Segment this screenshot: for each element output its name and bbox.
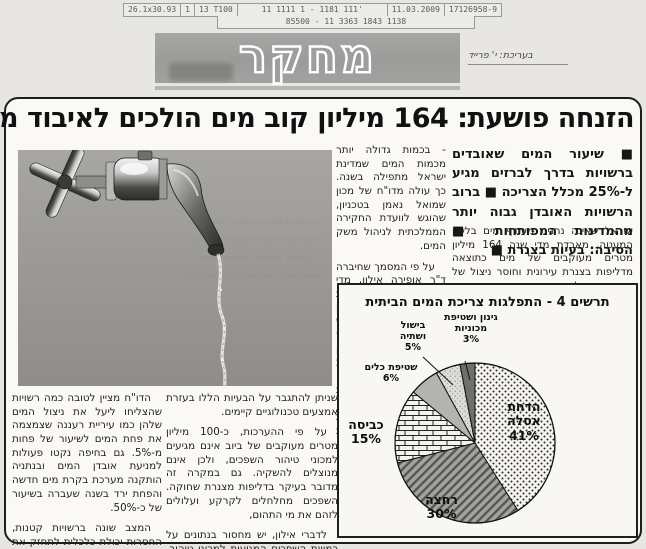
pie-label-dishes: שטיפת כלים 6%: [355, 362, 427, 385]
article-headline: הזנחה פושעת: 164 מיליון קוב מים הולכים ל…: [0, 103, 635, 134]
paragraph: על פי ההערכות, כ-100 מיליון מטרים מעוקבי…: [166, 426, 338, 521]
pie-label-bathing: רחצה 30%: [414, 492, 469, 522]
chart-box: תרשים 4 - התפלגות צריכת המים הביתית: [337, 283, 638, 538]
slice-pct: 5%: [404, 341, 422, 353]
slice-pct: 15%: [351, 431, 381, 447]
slice-pct: 6%: [382, 372, 400, 384]
paragraph: המצב שונה ברשויות קטנות, החסרות יכולת כל…: [12, 522, 162, 548]
pie-label-laundry: כביסה 15%: [342, 417, 390, 447]
fax-cell-code: 13 T100: [195, 3, 238, 17]
slice-name: רחצה: [425, 492, 458, 507]
leader-line-garden: [464, 360, 471, 381]
water-stream: [216, 253, 227, 386]
faucet-spout: [166, 163, 224, 254]
slice-pct: 41%: [509, 427, 539, 443]
article-intro-bullets: ■ שיעור המים שאובדים ברשויות בדרך לברזים…: [452, 147, 633, 259]
slice-name: שטיפת כלים: [364, 362, 418, 373]
svg-text:ביוב מטוהר אינו מנוצל להשקיה ח: ביוב מטוהר אינו מנוצל להשקיה חקלאית: [198, 254, 318, 262]
ink-smudge: [169, 63, 233, 81]
paragraph: לדברי אילון, יש מחסור בנתונים על כמויות …: [166, 529, 338, 549]
chart-title: תרשים 4 - התפלגות צריכת המים הביתית: [365, 295, 610, 310]
fax-cell-page: 1: [181, 3, 195, 17]
faucet-photo: מים אובדים בצנרת עירונית מדי שנה בישראל …: [18, 150, 332, 386]
faucet-handle: [29, 150, 101, 218]
pie-chart-svg: [394, 356, 556, 524]
slice-name: כביסה: [348, 417, 384, 432]
section-banner: מחקר: [155, 27, 460, 90]
slice-pct: 3%: [462, 333, 480, 345]
pie-slices: [394, 362, 556, 524]
fax-cell-id: 17126958-9: [444, 3, 503, 17]
paragraph: - בכמות גדולה יותר מכמות המים שמדינת ישר…: [336, 144, 446, 252]
section-title: מחקר: [238, 27, 377, 84]
faucet-illustration: מים אובדים בצנרת עירונית מדי שנה בישראל …: [18, 150, 332, 386]
slice-name: גינון ושטיפת מכוניות: [444, 312, 498, 334]
pie-label-cooking: בישול ושתיה 5%: [391, 320, 435, 354]
bottom-left-column: הדו"ח מציין לטובה כמה רשויות שהצליחו ליע…: [12, 392, 162, 549]
fax-cell-publication: 11 1111 1 - 1181 111': [237, 3, 388, 17]
paragraph: שניתן להתגבר על הבעיות הללו בעזרת אמצעים…: [166, 392, 338, 418]
article-frame: הזנחה פושעת: 164 מיליון קוב מים הולכים ל…: [0, 97, 642, 549]
svg-text:מים אובדים בצנרת עירונית מדי ש: מים אובדים בצנרת עירונית מדי שנה בישראל: [187, 218, 318, 226]
editor-credit: בעריכת: י' פרייד: [468, 50, 568, 65]
pie-label-garden: גינון ושטיפת מכוניות 3%: [437, 312, 505, 346]
svg-text:שיעור הפחת ברשויות המקומיות גב: שיעור הפחת ברשויות המקומיות גבוה מאוד: [191, 236, 318, 244]
svg-text:ועדת החקירה הממלכתית לניהול מש: ועדת החקירה הממלכתית לניהול משק המים: [186, 272, 318, 280]
fax-cell-date: 11.03.2009: [387, 3, 445, 17]
slice-name: הדחת אסלה: [507, 399, 541, 429]
fax-cell-size: 26.1x30.93: [123, 3, 182, 17]
paragraph: הדו"ח מציין לטובה כמה רשויות שהצליחו ליע…: [12, 392, 162, 514]
bottom-middle-column: שניתן להתגבר על הבעיות הללו בעזרת אמצעים…: [166, 392, 338, 549]
slice-pct: 30%: [426, 506, 457, 522]
fax-header-row: 26.1x30.93 1 13 T100 11 1111 1 - 1181 11…: [123, 3, 503, 17]
fax-header-row2: 85500 - 11 3363 1843 1138: [217, 16, 475, 29]
leader-line-cooking: [422, 356, 454, 386]
slice-name: בישול ושתיה: [399, 320, 427, 342]
pie-label-toilet: הדחת אסלה 41%: [494, 399, 554, 443]
